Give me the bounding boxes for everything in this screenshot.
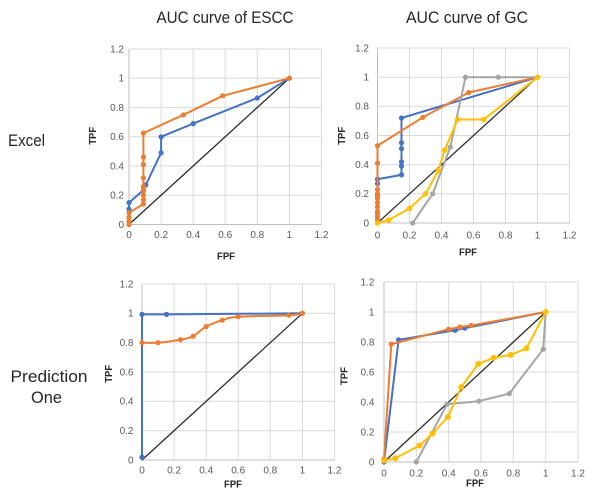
svg-text:0.6: 0.6 [218,230,232,241]
svg-text:1.2: 1.2 [315,230,329,241]
svg-text:One: One [31,388,62,407]
svg-text:FPF: FPF [459,248,477,259]
svg-text:0.2: 0.2 [110,191,124,202]
svg-text:0: 0 [369,457,375,468]
svg-text:0.4: 0.4 [186,230,200,241]
svg-text:0: 0 [375,231,381,242]
svg-text:AUC curve of ESCC: AUC curve of ESCC [157,8,294,27]
svg-text:0.2: 0.2 [403,231,417,242]
svg-text:TPF: TPF [88,127,99,145]
svg-text:1: 1 [535,231,541,242]
svg-text:0.4: 0.4 [120,397,134,408]
svg-text:0.2: 0.2 [355,189,369,200]
svg-text:0.8: 0.8 [506,469,520,480]
svg-text:0.4: 0.4 [199,466,213,477]
svg-text:1.2: 1.2 [110,44,124,55]
svg-text:0.4: 0.4 [110,161,124,172]
svg-text:0.6: 0.6 [120,367,134,378]
svg-text:0.8: 0.8 [499,231,513,242]
svg-text:0.4: 0.4 [442,469,456,480]
svg-text:1.2: 1.2 [120,279,134,290]
svg-text:1: 1 [128,309,134,320]
svg-text:1: 1 [363,73,369,84]
svg-text:1: 1 [287,230,293,241]
svg-text:0: 0 [363,218,369,229]
svg-text:1.2: 1.2 [571,469,585,480]
svg-text:0.2: 0.2 [167,466,181,477]
svg-text:0: 0 [128,455,134,466]
svg-text:0.2: 0.2 [154,230,168,241]
svg-text:1: 1 [369,307,375,318]
svg-text:1: 1 [543,469,549,480]
svg-text:0: 0 [139,466,145,477]
svg-text:Excel: Excel [8,131,45,150]
svg-text:0.8: 0.8 [355,102,369,113]
svg-text:0.8: 0.8 [263,466,277,477]
svg-text:0.6: 0.6 [355,131,369,142]
svg-text:0.8: 0.8 [110,103,124,114]
svg-text:0.8: 0.8 [120,338,134,349]
svg-text:0.4: 0.4 [360,397,374,408]
svg-text:1: 1 [300,466,306,477]
svg-text:0.2: 0.2 [409,469,423,480]
svg-text:0.6: 0.6 [231,466,245,477]
svg-text:0: 0 [118,220,124,231]
svg-text:0.6: 0.6 [467,231,481,242]
svg-text:TPF: TPF [104,365,115,383]
svg-text:0.8: 0.8 [360,337,374,348]
svg-text:0.2: 0.2 [360,427,374,438]
svg-text:TPF: TPF [337,127,348,145]
svg-text:0.4: 0.4 [355,160,369,171]
svg-text:AUC curve of GC: AUC curve of GC [406,8,528,27]
svg-text:0.6: 0.6 [110,132,124,143]
svg-text:1.2: 1.2 [355,43,369,54]
svg-text:1.2: 1.2 [328,466,342,477]
svg-text:0.6: 0.6 [474,469,488,480]
svg-text:0: 0 [126,230,132,241]
svg-text:0.6: 0.6 [360,367,374,378]
svg-text:FPF: FPF [217,252,235,263]
svg-text:FPF: FPF [224,479,242,490]
svg-text:0.8: 0.8 [250,230,264,241]
svg-text:TPF: TPF [340,367,351,385]
svg-text:FPF: FPF [466,479,484,490]
svg-text:0.2: 0.2 [120,426,134,437]
svg-text:1.2: 1.2 [563,231,577,242]
svg-text:1.2: 1.2 [360,277,374,288]
svg-text:Prediction: Prediction [11,367,88,386]
svg-text:1: 1 [118,74,124,85]
svg-text:0.4: 0.4 [435,231,449,242]
svg-text:0: 0 [381,469,387,480]
